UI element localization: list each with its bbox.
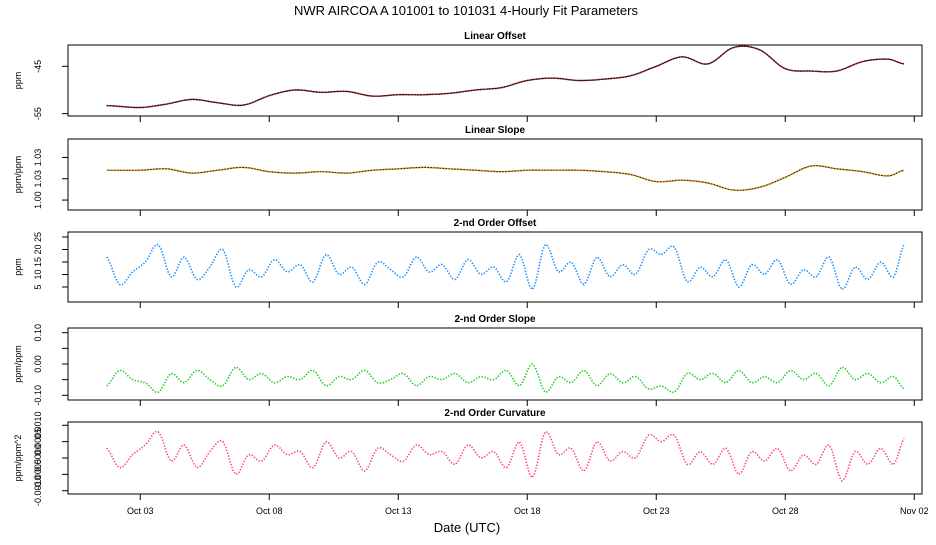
x-tick-label: Oct 03 <box>127 506 154 516</box>
x-tick-label: Nov 02 <box>900 506 929 516</box>
panel-frame <box>67 44 923 117</box>
y-tick-label: -45 <box>33 60 43 73</box>
y-tick-label: 1.00 <box>33 191 43 209</box>
panel-title: 2-nd Order Slope <box>454 314 536 325</box>
y-axis-label: ppm <box>13 72 23 90</box>
y-tick-label: 1.03 <box>33 149 43 167</box>
series-line <box>106 45 905 109</box>
panel-title: 2-nd Order Curvature <box>444 408 546 419</box>
y-tick-label: -55 <box>33 107 43 120</box>
y-tick-label: 5 <box>33 284 43 289</box>
y-tick-label: 0.00 <box>33 355 43 373</box>
y-tick-label: 15 <box>33 257 43 267</box>
y-tick-label: 0.0000 <box>33 444 43 472</box>
x-tick-label: Oct 23 <box>643 506 670 516</box>
panel-title: Linear Slope <box>465 125 525 136</box>
y-tick-label: -0.10 <box>33 385 43 406</box>
x-tick-label: Oct 18 <box>514 506 541 516</box>
x-tick-label: Oct 08 <box>256 506 283 516</box>
y-tick-label: 0.0005 <box>33 428 43 456</box>
y-axis-label: ppm/ppm <box>13 156 23 194</box>
panel-frame <box>67 421 923 495</box>
y-tick-label: 0.10 <box>33 324 43 342</box>
y-tick-label: 1.03 <box>33 170 43 188</box>
series-line <box>106 164 905 192</box>
y-axis-label: ppm/ppm^2 <box>13 435 23 482</box>
panel-frame <box>67 327 923 401</box>
y-axis-label: ppm/ppm <box>13 345 23 383</box>
panel-title: 2-nd Order Offset <box>454 218 537 229</box>
x-axis-label: Date (UTC) <box>434 520 500 535</box>
x-tick-label: Oct 13 <box>385 506 412 516</box>
y-tick-label: -0.0010 <box>33 475 43 506</box>
y-axis-label: ppm <box>13 258 23 276</box>
y-tick-label: 10 <box>33 269 43 279</box>
y-tick-label: 25 <box>33 232 43 242</box>
y-tick-label: 0.0010 <box>33 412 43 440</box>
series-line <box>106 430 905 483</box>
y-tick-label: -0.0005 <box>33 459 43 490</box>
x-tick-label: Oct 28 <box>772 506 799 516</box>
panel-frame <box>67 138 923 211</box>
y-tick-label: 20 <box>33 244 43 254</box>
panel-frame <box>67 231 923 303</box>
panel-title: Linear Offset <box>464 31 526 42</box>
series-line <box>106 362 905 394</box>
series-line <box>106 243 905 291</box>
series-line-underlay <box>106 45 905 109</box>
chart-title: NWR AIRCOA A 101001 to 101031 4-Hourly F… <box>294 3 638 18</box>
